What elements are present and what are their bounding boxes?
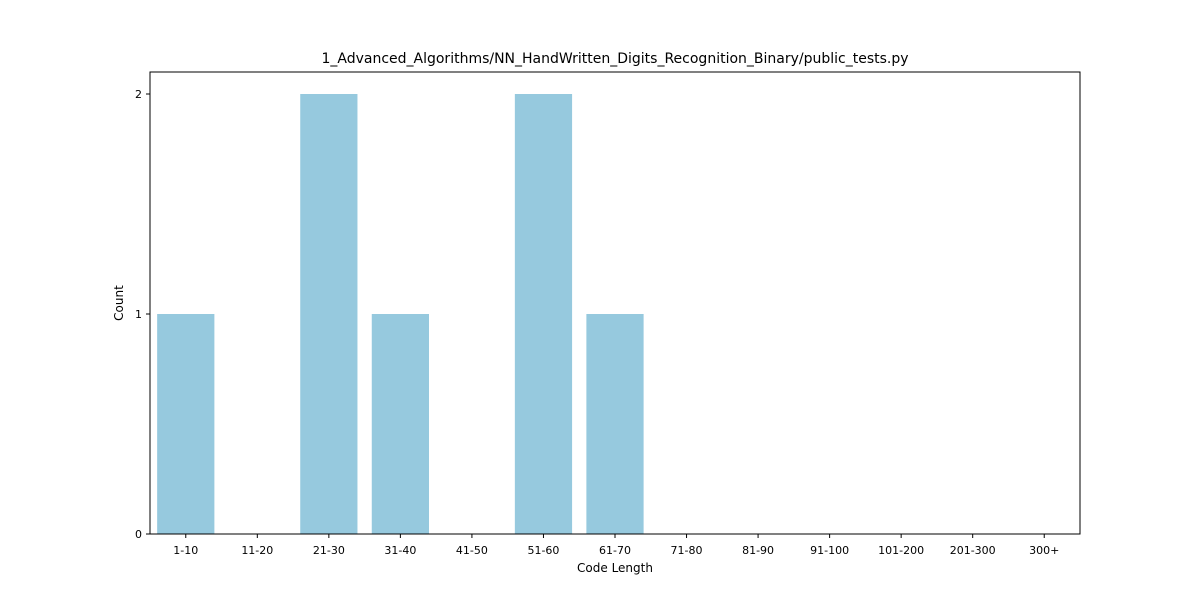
bar-31-40 bbox=[371, 314, 429, 534]
plot-frame bbox=[149, 71, 1081, 535]
chart-title: 1_Advanced_Algorithms/NN_HandWritten_Dig… bbox=[321, 51, 908, 67]
y-tick-label: 1 bbox=[135, 308, 142, 321]
x-tick-label: 71-80 bbox=[671, 544, 703, 557]
x-axis-ticks: 1-10 11-20 21-30 31-40 41-50 51-60 61-70 71-80 8… bbox=[173, 534, 1059, 557]
bar-61-70 bbox=[586, 314, 644, 534]
x-tick-label: 91-100 bbox=[810, 544, 849, 557]
bar-1-10 bbox=[157, 314, 215, 534]
y-axis-ticks: 0 1 2 bbox=[135, 88, 150, 541]
bar-21-30 bbox=[300, 94, 358, 534]
x-tick-label: 21-30 bbox=[313, 544, 345, 557]
bar-51-60 bbox=[514, 94, 573, 534]
x-axis-label: Code Length bbox=[577, 561, 653, 575]
y-tick-label: 2 bbox=[135, 88, 142, 101]
x-tick-label: 101-200 bbox=[878, 544, 924, 557]
x-tick-label: 51-60 bbox=[527, 544, 559, 557]
x-tick-label: 61-70 bbox=[599, 544, 631, 557]
x-tick-label: 81-90 bbox=[742, 544, 774, 557]
x-tick-label: 31-40 bbox=[384, 544, 416, 557]
y-tick-label: 0 bbox=[135, 528, 142, 541]
x-tick-label: 11-20 bbox=[241, 544, 273, 557]
x-tick-label: 41-50 bbox=[456, 544, 488, 557]
x-tick-label: 1-10 bbox=[173, 544, 198, 557]
bars-group bbox=[157, 94, 644, 534]
x-tick-label: 201-300 bbox=[950, 544, 996, 557]
x-tick-label: 300+ bbox=[1029, 544, 1059, 557]
y-axis-label: Count bbox=[112, 285, 126, 321]
